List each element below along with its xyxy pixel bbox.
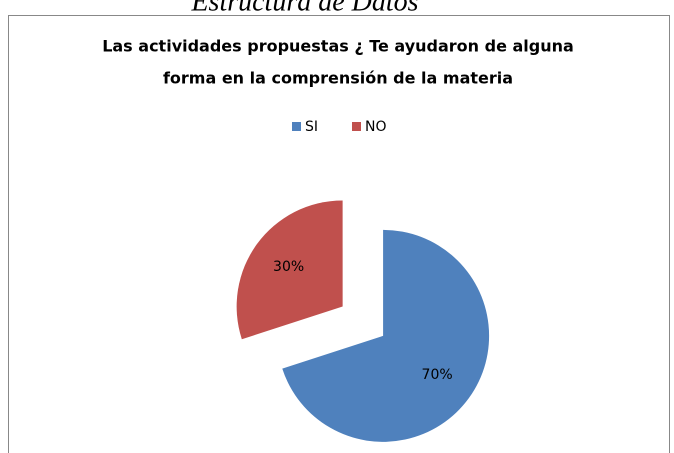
chart-title: Las actividades propuestas ¿ Te ayudaron… <box>102 37 574 56</box>
chart-title: forma en la comprensión de la materia <box>163 69 513 88</box>
legend-swatch <box>292 122 301 131</box>
pie-slice <box>282 229 490 442</box>
legend-swatch <box>352 122 361 131</box>
data-label: 70% <box>422 367 453 383</box>
legend-label: NO <box>365 119 387 135</box>
header-text: Estructura de Datos <box>190 0 418 17</box>
legend-label: SI <box>305 119 318 135</box>
data-label: 30% <box>273 259 304 275</box>
pie-slice <box>236 200 343 340</box>
